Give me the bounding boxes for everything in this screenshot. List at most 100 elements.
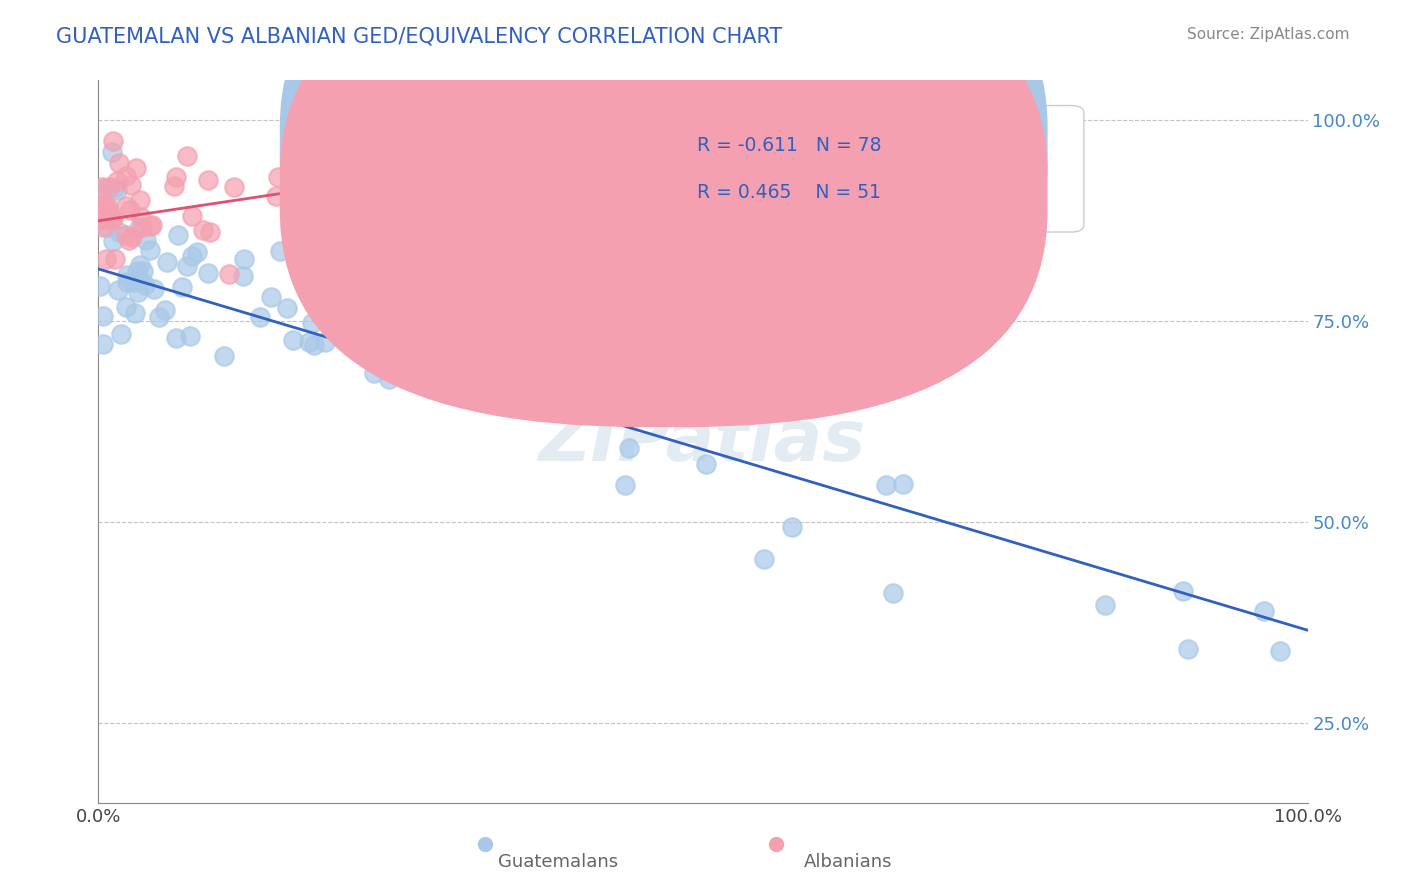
Point — [93, 197, 115, 211]
Point — [135, 233, 157, 247]
Point — [395, 328, 418, 343]
Point — [181, 248, 204, 262]
Point — [1171, 584, 1194, 599]
Point — [115, 300, 138, 314]
Point — [882, 586, 904, 600]
Point — [318, 250, 340, 264]
Point — [129, 211, 152, 225]
Point — [181, 209, 204, 223]
Point — [267, 170, 290, 185]
Point — [780, 520, 803, 534]
Point — [96, 219, 118, 234]
Point — [94, 202, 117, 216]
Point — [314, 334, 336, 349]
Point — [91, 336, 114, 351]
Point — [495, 353, 517, 368]
Point — [101, 134, 124, 148]
Point — [118, 233, 141, 247]
Point — [429, 117, 451, 131]
Text: R = -0.611   N = 78: R = -0.611 N = 78 — [697, 136, 882, 155]
Point — [114, 169, 136, 184]
Point — [893, 477, 915, 491]
Point — [98, 207, 121, 221]
Point — [298, 265, 321, 279]
Point — [104, 252, 127, 266]
Point — [479, 171, 502, 186]
Point — [125, 264, 148, 278]
Point — [363, 176, 385, 190]
Point — [337, 332, 360, 346]
Point — [139, 219, 162, 234]
Point — [288, 183, 311, 197]
Point — [222, 180, 245, 194]
Point — [167, 228, 190, 243]
Point — [197, 173, 219, 187]
Point — [103, 181, 125, 195]
Point — [193, 223, 215, 237]
Text: GUATEMALAN VS ALBANIAN GED/EQUIVALENCY CORRELATION CHART: GUATEMALAN VS ALBANIAN GED/EQUIVALENCY C… — [56, 27, 783, 46]
Point — [97, 180, 120, 194]
Point — [276, 301, 298, 315]
Point — [527, 131, 550, 145]
Point — [139, 243, 162, 257]
Point — [108, 155, 131, 169]
FancyBboxPatch shape — [280, 0, 1047, 380]
Point — [179, 329, 201, 343]
Point — [172, 279, 194, 293]
Point — [120, 203, 142, 218]
Point — [115, 275, 138, 289]
Point — [249, 310, 271, 324]
Point — [613, 478, 636, 492]
Point — [101, 145, 124, 160]
Point — [176, 149, 198, 163]
Point — [337, 244, 360, 258]
Point — [163, 179, 186, 194]
Point — [121, 230, 143, 244]
Point — [1177, 642, 1199, 657]
Point — [101, 235, 124, 249]
Point — [875, 477, 897, 491]
Point — [131, 219, 153, 234]
Point — [1253, 604, 1275, 618]
Point — [141, 219, 163, 233]
Point — [298, 334, 321, 349]
FancyBboxPatch shape — [280, 0, 1047, 427]
Point — [754, 551, 776, 566]
Point — [108, 225, 131, 239]
Point — [264, 189, 287, 203]
Point — [91, 309, 114, 323]
Point — [101, 211, 124, 226]
Point — [197, 266, 219, 280]
Point — [543, 167, 565, 181]
Point — [105, 183, 128, 197]
Point — [107, 284, 129, 298]
Text: R = 0.465    N = 51: R = 0.465 N = 51 — [697, 183, 882, 202]
Text: Albanians: Albanians — [804, 854, 893, 871]
Point — [260, 290, 283, 304]
Point — [232, 268, 254, 283]
Point — [91, 182, 114, 196]
Point — [91, 219, 114, 234]
Point — [401, 310, 423, 324]
Point — [128, 220, 150, 235]
Point — [117, 268, 139, 283]
Text: ZIPatlas: ZIPatlas — [540, 407, 866, 476]
Point — [218, 267, 240, 281]
Point — [312, 252, 335, 266]
Point — [405, 343, 427, 357]
Point — [122, 275, 145, 289]
Point — [148, 310, 170, 324]
Point — [114, 227, 136, 242]
Point — [124, 306, 146, 320]
Point — [165, 331, 187, 345]
Point — [409, 335, 432, 350]
Point — [165, 169, 187, 184]
Point — [416, 343, 439, 358]
Point — [129, 258, 152, 272]
Point — [477, 344, 499, 359]
Point — [132, 264, 155, 278]
Point — [186, 245, 208, 260]
Point — [142, 282, 165, 296]
Point — [371, 174, 394, 188]
FancyBboxPatch shape — [613, 105, 1084, 232]
